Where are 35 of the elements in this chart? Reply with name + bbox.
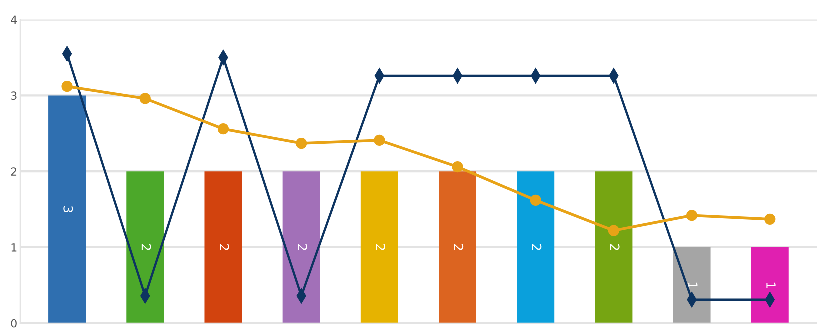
bar: [48, 96, 86, 324]
bar: [595, 172, 633, 324]
point: [140, 93, 151, 104]
point: [608, 225, 620, 236]
bar: [673, 248, 711, 324]
point: [218, 124, 230, 135]
data-label: 1: [766, 282, 776, 288]
data-label: 3: [64, 206, 74, 213]
y-tick-label: 1: [12, 244, 17, 252]
point: [764, 214, 776, 225]
y-tick-label: 3: [11, 92, 17, 100]
data-label: 2: [376, 244, 386, 250]
data-label: 2: [454, 244, 464, 250]
bar: [751, 248, 789, 324]
data-label: 2: [298, 244, 308, 250]
bar: [126, 172, 164, 324]
bar: [517, 172, 555, 324]
point: [62, 81, 73, 92]
point: [686, 210, 698, 222]
data-label: 1: [688, 282, 698, 288]
bar: [360, 172, 398, 324]
y-tick-label: 0: [11, 319, 17, 328]
data-label: 2: [220, 244, 230, 250]
data-label: 2: [610, 244, 620, 250]
data-label: 2: [142, 244, 152, 250]
point: [530, 194, 542, 206]
bar: [282, 172, 320, 324]
data-label: 2: [532, 244, 542, 250]
point: [296, 138, 308, 150]
y-tick-label: 4: [11, 16, 18, 24]
point: [452, 161, 464, 173]
bar: [439, 172, 477, 324]
y-tick-label: 2: [11, 168, 17, 176]
point: [374, 134, 386, 146]
bar: [204, 172, 242, 324]
